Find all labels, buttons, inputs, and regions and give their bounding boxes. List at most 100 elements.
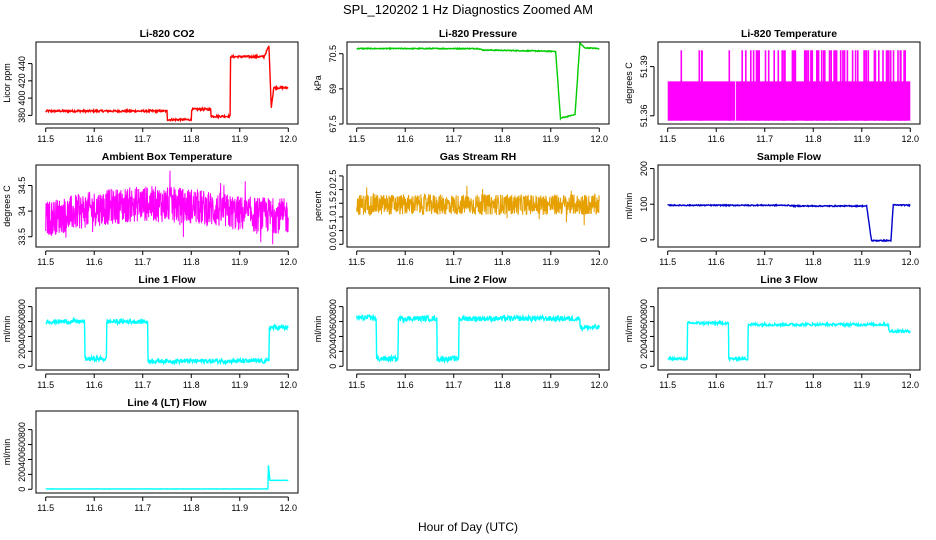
series-line [45, 170, 289, 245]
panel-line-4-lt-flow: Line 4 (LT) Flow 11.5 11.6 11.7 11.8 11.9 12.0… [2, 397, 299, 513]
plot-frame [35, 287, 299, 371]
x-tick-label: 12.0 [591, 380, 609, 390]
plot-frame [346, 164, 610, 248]
series-line [667, 203, 911, 243]
y-tick-label: 600 [17, 437, 27, 452]
plot-frame [35, 410, 299, 494]
y-tick-label: 33.5 [17, 228, 27, 246]
panel-sample-flow: Sample Flow 11.5 11.6 11.7 11.8 11.9 12.0 0 100 2… [624, 151, 921, 267]
x-axis: 11.5 11.6 11.7 11.8 11.9 12.0 [659, 127, 919, 144]
x-tick-label: 11.8 [183, 257, 200, 267]
y-tick-label: 200 [639, 161, 649, 176]
x-tick-label: 11.8 [494, 257, 511, 267]
series-line [667, 319, 911, 363]
x-axis: 11.5 11.6 11.7 11.8 11.9 12.0 [348, 250, 608, 267]
y-tick-label: 420 [17, 73, 27, 88]
y-tick-label: 34.5 [17, 177, 27, 195]
y-axis: 0 100 200 ml/min [624, 161, 655, 242]
plot-frame [35, 41, 299, 125]
figure-xlabel: Hour of Day (UTC) [418, 520, 518, 534]
x-tick-label: 11.9 [231, 257, 248, 267]
series-ambient-box-temperature [45, 170, 289, 245]
x-tick-label: 11.6 [708, 257, 725, 267]
y-tick-label: 0 [17, 364, 27, 369]
series-line [356, 313, 600, 364]
plot-frame [346, 287, 610, 371]
x-axis: 11.5 11.6 11.7 11.8 11.9 12.0 [659, 250, 919, 267]
y-tick-label: 0.0 [328, 238, 338, 251]
panel-grid: Li-820 CO2 11.5 11.6 11.7 11.8 11.9 12.0 380 400… [2, 28, 921, 513]
series-line [356, 42, 600, 121]
y-tick-label: 100 [639, 197, 649, 212]
figure-title: SPL_120202 1 Hz Diagnostics Zoomed AM [343, 2, 593, 17]
x-tick-label: 11.5 [659, 134, 676, 144]
x-tick-label: 11.6 [708, 380, 725, 390]
x-tick-label: 11.7 [445, 257, 462, 267]
x-tick-label: 11.6 [397, 257, 414, 267]
y-tick-label: 200 [17, 467, 27, 482]
x-tick-label: 11.8 [183, 134, 200, 144]
x-tick-label: 11.9 [542, 257, 559, 267]
y-axis: 0.00.51.01.52.02.5 percent [313, 170, 344, 251]
panel-title: Gas Stream RH [440, 151, 516, 163]
x-tick-label: 11.7 [134, 257, 151, 267]
y-tick-label: 34 [17, 206, 27, 216]
panel-title: Sample Flow [757, 151, 822, 163]
x-axis: 11.5 11.6 11.7 11.8 11.9 12.0 [37, 496, 297, 513]
panel-li-820-pressure: Li-820 Pressure 11.5 11.6 11.7 11.8 11.9 12.0 6… [313, 28, 610, 144]
x-tick-label: 11.7 [445, 134, 462, 144]
panel-line-1-flow: Line 1 Flow 11.5 11.6 11.7 11.8 11.9 12.0 0 2004… [2, 274, 299, 390]
y-tick-label: 800 [328, 299, 338, 314]
y-tick-label: 51.39 [639, 55, 649, 78]
y-tick-label: 800 [17, 422, 27, 437]
x-tick-label: 11.8 [183, 503, 200, 513]
x-tick-label: 12.0 [280, 134, 298, 144]
x-tick-label: 11.8 [805, 257, 822, 267]
y-tick-label: 0 [17, 487, 27, 492]
y-tick-label: 200 [328, 344, 338, 359]
plot-frame [35, 164, 299, 248]
x-tick-label: 11.9 [853, 134, 870, 144]
y-tick-label: 600 [17, 314, 27, 329]
series-sample-flow [667, 203, 911, 243]
y-tick-label: 400 [17, 329, 27, 344]
panel-line-2-flow: Line 2 Flow 11.5 11.6 11.7 11.8 11.9 12.0 0 2004… [313, 274, 610, 390]
x-axis: 11.5 11.6 11.7 11.8 11.9 12.0 [659, 373, 919, 390]
y-tick-label: 200 [639, 344, 649, 359]
plot-frame [346, 41, 610, 125]
x-axis: 11.5 11.6 11.7 11.8 11.9 12.0 [37, 250, 298, 267]
series-line [45, 316, 289, 366]
x-axis: 11.5 11.6 11.7 11.8 11.9 12.0 [348, 373, 609, 390]
series-line [45, 465, 289, 490]
x-tick-label: 11.9 [853, 257, 870, 267]
x-tick-label: 11.6 [86, 503, 103, 513]
y-axis-label: ml/min [2, 316, 12, 343]
x-tick-label: 11.5 [659, 380, 676, 390]
x-axis: 11.5 11.6 11.7 11.8 11.9 12.0 [37, 127, 298, 144]
x-tick-label: 12.0 [280, 257, 298, 267]
x-tick-label: 11.7 [445, 380, 462, 390]
y-axis-label: degrees C [2, 185, 12, 227]
x-tick-label: 11.9 [231, 134, 248, 144]
plot-frame [657, 41, 921, 125]
x-tick-label: 11.7 [134, 503, 151, 513]
y-tick-label: 1.0 [328, 211, 338, 224]
panel-li-820-temperature: Li-820 Temperature 11.5 11.6 11.7 11.8 11.9 12… [624, 28, 921, 144]
plot-frame [657, 164, 921, 248]
series-li-820-co2 [45, 45, 289, 123]
y-tick-label: 1.5 [328, 197, 338, 210]
y-axis-label: ml/min [313, 316, 323, 343]
x-axis: 11.5 11.6 11.7 11.8 11.9 12.0 [37, 373, 297, 390]
x-tick-label: 11.9 [542, 134, 559, 144]
series-spikes [680, 50, 906, 121]
y-axis-label: ml/min [624, 193, 634, 220]
x-tick-label: 11.7 [756, 380, 773, 390]
y-tick-label: 200 [17, 344, 27, 359]
series-line [45, 45, 289, 123]
y-tick-label: 0 [639, 237, 649, 242]
panel-title: Li-820 Pressure [439, 28, 517, 40]
series-line [356, 185, 600, 226]
